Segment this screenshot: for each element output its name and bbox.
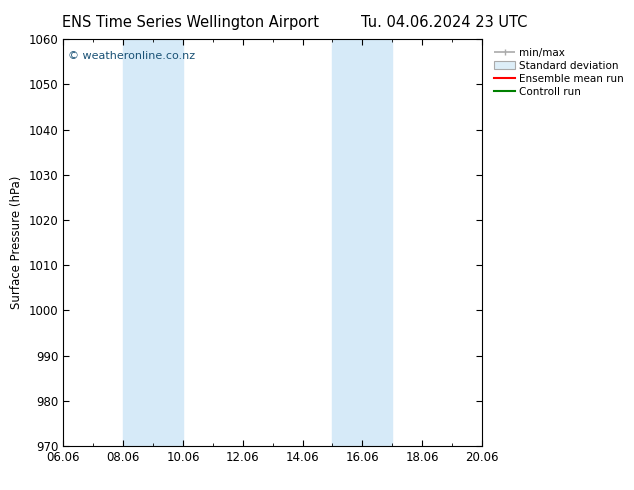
Text: Tu. 04.06.2024 23 UTC: Tu. 04.06.2024 23 UTC [361, 15, 527, 30]
Text: ENS Time Series Wellington Airport: ENS Time Series Wellington Airport [61, 15, 319, 30]
Text: © weatheronline.co.nz: © weatheronline.co.nz [68, 51, 195, 61]
Bar [123, 39, 183, 446]
Y-axis label: Surface Pressure (hPa): Surface Pressure (hPa) [10, 176, 23, 309]
Legend: min/max, Standard deviation, Ensemble mean run, Controll run: min/max, Standard deviation, Ensemble me… [491, 45, 627, 100]
Bar [332, 39, 392, 446]
